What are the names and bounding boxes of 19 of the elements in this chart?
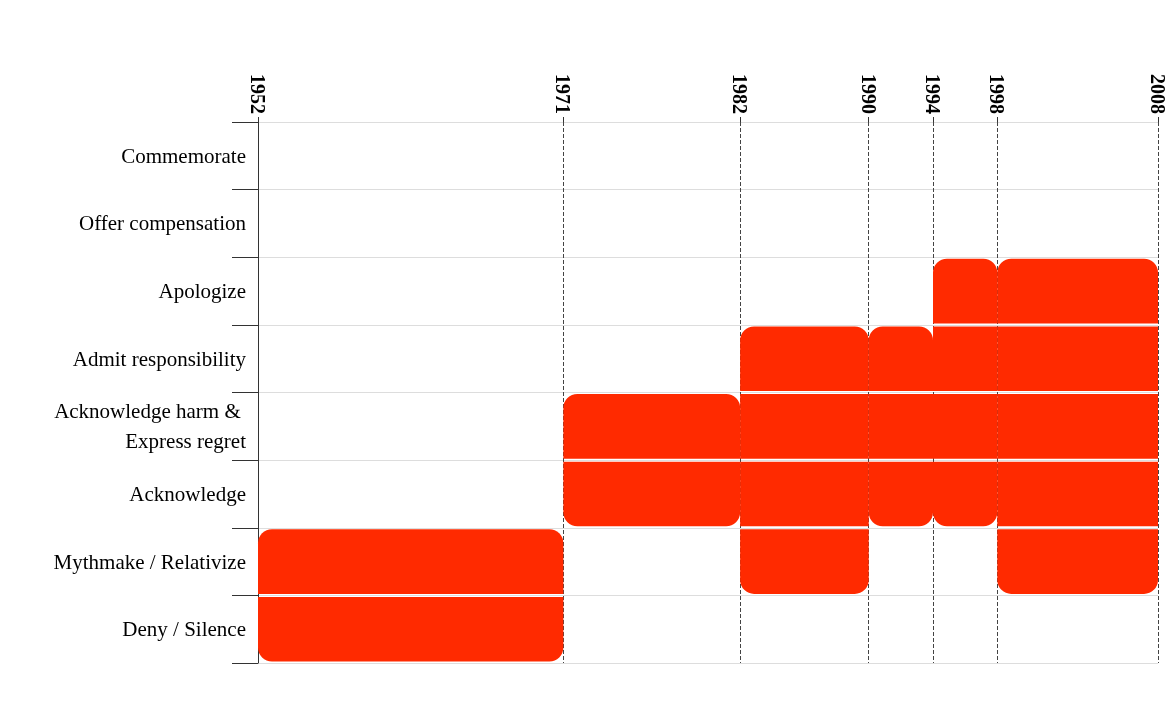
bar xyxy=(740,529,869,594)
x-tick-label: 1994 xyxy=(922,74,944,114)
y-tick-label: Admit responsibility xyxy=(72,346,247,371)
y-tick-label: Offer compensation xyxy=(79,211,247,236)
x-tick-label: 1952 xyxy=(247,74,269,114)
x-tick-label: 1971 xyxy=(552,74,575,114)
y-tick-label: Apologize xyxy=(158,279,246,304)
y-tick-label: Commemorate xyxy=(121,143,246,168)
bar xyxy=(258,596,564,662)
x-tick-label: 1990 xyxy=(857,74,880,114)
y-tick-label: Mythmake / Relativize xyxy=(53,549,246,574)
x-tick-label: 2008 xyxy=(1147,74,1168,114)
y-tick-label: Deny / Silence xyxy=(122,617,246,642)
bar xyxy=(997,529,1158,594)
y-tick-label: Acknowledge harm & Express regret xyxy=(54,399,247,454)
x-tick-label: 1998 xyxy=(986,74,1009,114)
x-tick-label: 1982 xyxy=(729,74,752,114)
y-tick-label: Acknowledge xyxy=(129,481,246,506)
bar xyxy=(258,529,564,594)
